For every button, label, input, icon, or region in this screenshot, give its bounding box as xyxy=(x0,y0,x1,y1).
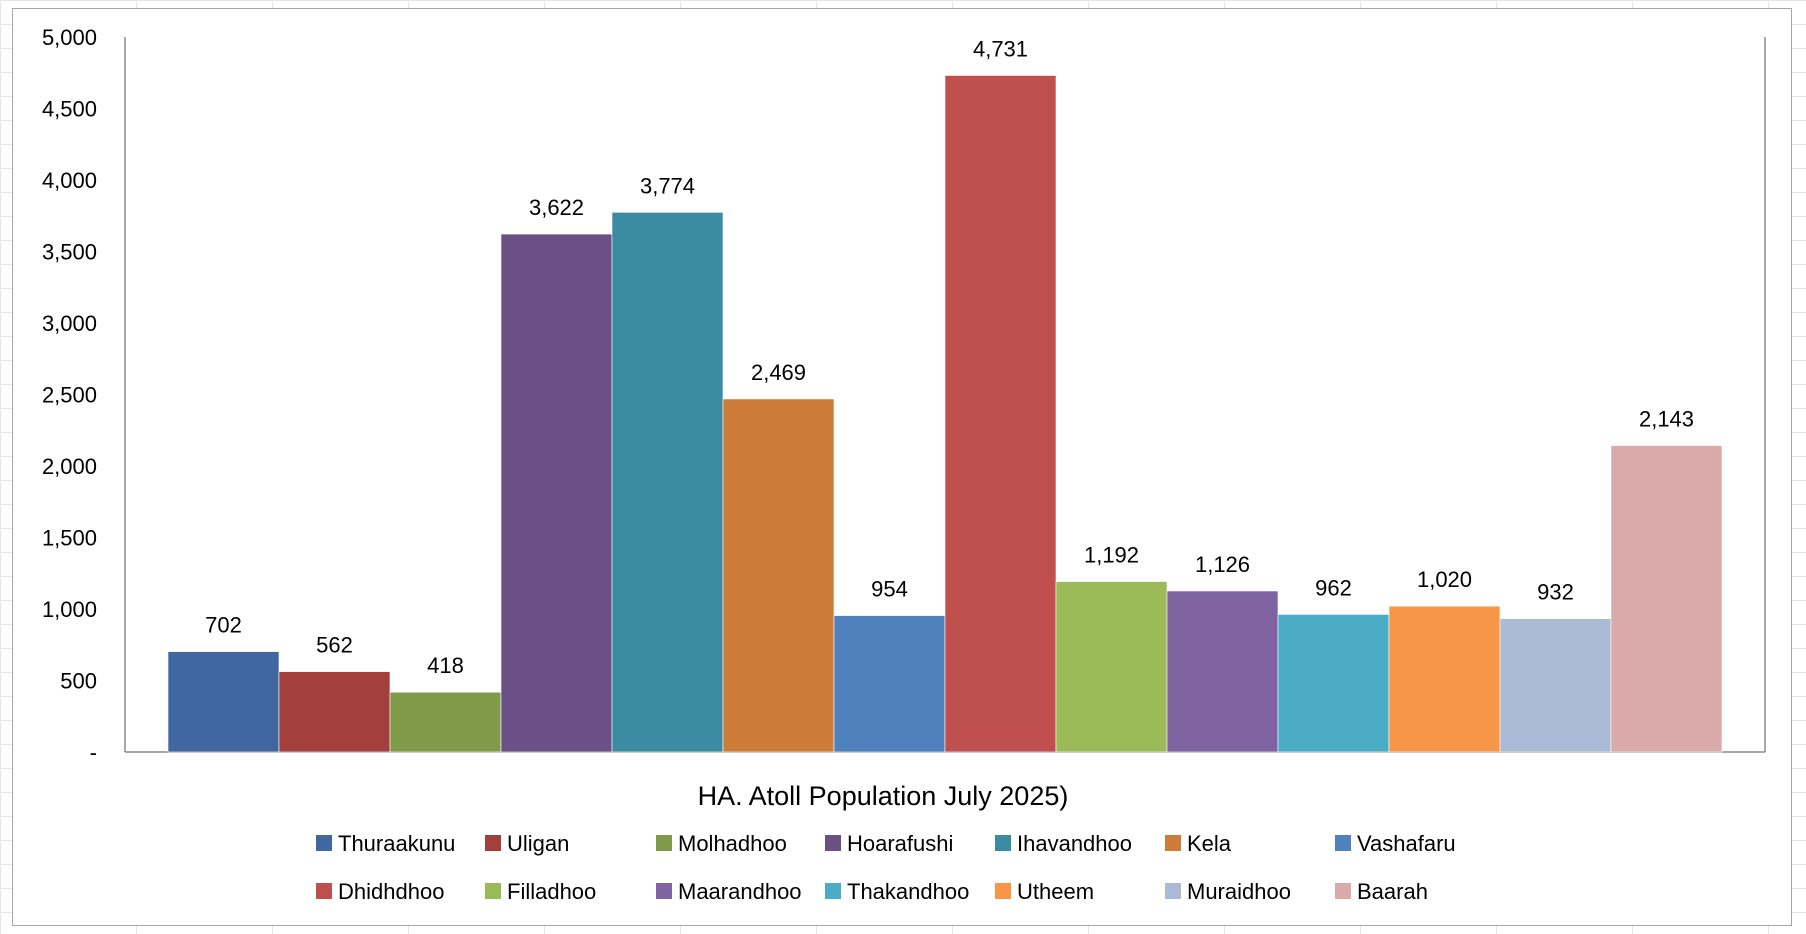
legend-label: Ihavandhoo xyxy=(1017,831,1132,856)
legend-item-uligan[interactable]: Uligan xyxy=(485,831,569,856)
legend-swatch xyxy=(1335,883,1351,899)
legend-item-dhidhdhoo[interactable]: Dhidhdhoo xyxy=(316,879,444,904)
bar-vashafaru[interactable] xyxy=(833,615,946,753)
legend-swatch xyxy=(825,883,841,899)
data-label-hoarafushi: 3,622 xyxy=(529,195,584,220)
bar-maarandhoo[interactable] xyxy=(1166,590,1279,753)
bar-dhidhdhoo[interactable] xyxy=(944,75,1057,753)
data-label-maarandhoo: 1,126 xyxy=(1195,552,1250,577)
legend-swatch xyxy=(485,883,501,899)
legend-swatch xyxy=(656,883,672,899)
bar-kela[interactable] xyxy=(722,398,835,753)
legend-label: Kela xyxy=(1187,831,1232,856)
bar-baarah[interactable] xyxy=(1610,445,1723,753)
bars xyxy=(167,75,1723,753)
legend-label: Molhadhoo xyxy=(678,831,787,856)
y-tick-label: 3,500 xyxy=(42,240,97,265)
legend-swatch xyxy=(1165,835,1181,851)
y-tick-label: 3,000 xyxy=(42,311,97,336)
data-label-thuraakunu: 702 xyxy=(205,613,242,638)
bar-thakandhoo[interactable] xyxy=(1277,614,1390,753)
chart-title: HA. Atoll Population July 2025) xyxy=(698,781,1069,811)
data-label-molhadhoo: 418 xyxy=(427,653,464,678)
legend-item-filladhoo[interactable]: Filladhoo xyxy=(485,879,596,904)
legend-swatch xyxy=(1335,835,1351,851)
data-label-ihavandhoo: 3,774 xyxy=(640,173,695,198)
legend[interactable]: Thuraakunu Uligan Molhadhoo Hoarafushi Ihava… xyxy=(316,831,1456,904)
bar-molhadhoo[interactable] xyxy=(389,691,502,753)
legend-swatch xyxy=(316,883,332,899)
legend-label: Hoarafushi xyxy=(847,831,953,856)
bar-filladhoo[interactable] xyxy=(1055,581,1168,753)
bar-chart: - 500 1,000 1,500 2,000 2,500 3,000 3,500 4,000 4… xyxy=(42,25,1766,904)
bar-hoarafushi[interactable] xyxy=(500,233,613,753)
data-label-utheem: 1,020 xyxy=(1417,567,1472,592)
data-label-baarah: 2,143 xyxy=(1639,407,1694,432)
legend-item-molhadhoo[interactable]: Molhadhoo xyxy=(656,831,787,856)
legend-item-muraidhoo[interactable]: Muraidhoo xyxy=(1165,879,1291,904)
data-label-muraidhoo: 932 xyxy=(1537,580,1574,605)
chart-area[interactable]: - 500 1,000 1,500 2,000 2,500 3,000 3,500 4,000 4… xyxy=(12,8,1792,926)
legend-label: Dhidhdhoo xyxy=(338,879,444,904)
bar-uligan[interactable] xyxy=(278,671,391,753)
legend-item-baarah[interactable]: Baarah xyxy=(1335,879,1428,904)
legend-swatch xyxy=(316,835,332,851)
legend-item-ihavandhoo[interactable]: Ihavandhoo xyxy=(995,831,1132,856)
data-label-kela: 2,469 xyxy=(751,360,806,385)
legend-item-utheem[interactable]: Utheem xyxy=(995,879,1094,904)
legend-swatch xyxy=(1165,883,1181,899)
y-tick-label: 500 xyxy=(60,669,97,694)
legend-label: Thuraakunu xyxy=(338,831,455,856)
bar-thuraakunu[interactable] xyxy=(167,651,280,753)
legend-swatch xyxy=(485,835,501,851)
legend-item-hoarafushi[interactable]: Hoarafushi xyxy=(825,831,953,856)
legend-item-vashafaru[interactable]: Vashafaru xyxy=(1335,831,1456,856)
legend-label: Utheem xyxy=(1017,879,1094,904)
legend-label: Vashafaru xyxy=(1357,831,1456,856)
data-label-dhidhdhoo: 4,731 xyxy=(973,36,1028,61)
legend-swatch xyxy=(995,835,1011,851)
y-tick-label: 2,000 xyxy=(42,454,97,479)
legend-label: Baarah xyxy=(1357,879,1428,904)
legend-item-thuraakunu[interactable]: Thuraakunu xyxy=(316,831,455,856)
legend-item-thakandhoo[interactable]: Thakandhoo xyxy=(825,879,969,904)
legend-label: Uligan xyxy=(507,831,569,856)
y-tick-label: 4,000 xyxy=(42,168,97,193)
legend-label: Maarandhoo xyxy=(678,879,802,904)
bar-muraidhoo[interactable] xyxy=(1499,618,1612,753)
data-label-thakandhoo: 962 xyxy=(1315,575,1352,600)
data-label-filladhoo: 1,192 xyxy=(1084,543,1139,568)
legend-swatch xyxy=(995,883,1011,899)
y-tick-label: 5,000 xyxy=(42,25,97,50)
y-tick-label: 4,500 xyxy=(42,97,97,122)
y-tick-label: - xyxy=(90,740,97,765)
legend-swatch xyxy=(656,835,672,851)
y-tick-label: 2,500 xyxy=(42,383,97,408)
bar-utheem[interactable] xyxy=(1388,605,1501,753)
data-label-vashafaru: 954 xyxy=(871,577,908,602)
y-tick-label: 1,500 xyxy=(42,526,97,551)
legend-item-maarandhoo[interactable]: Maarandhoo xyxy=(656,879,802,904)
legend-label: Filladhoo xyxy=(507,879,596,904)
data-labels: 702 562 418 3,622 3,774 2,469 954 4,731 1,192 1,1… xyxy=(205,36,1694,678)
legend-item-kela[interactable]: Kela xyxy=(1165,831,1232,856)
legend-label: Muraidhoo xyxy=(1187,879,1291,904)
legend-label: Thakandhoo xyxy=(847,879,969,904)
y-tick-label: 1,000 xyxy=(42,597,97,622)
bar-ihavandhoo[interactable] xyxy=(611,212,724,753)
legend-swatch xyxy=(825,835,841,851)
data-label-uligan: 562 xyxy=(316,633,353,658)
